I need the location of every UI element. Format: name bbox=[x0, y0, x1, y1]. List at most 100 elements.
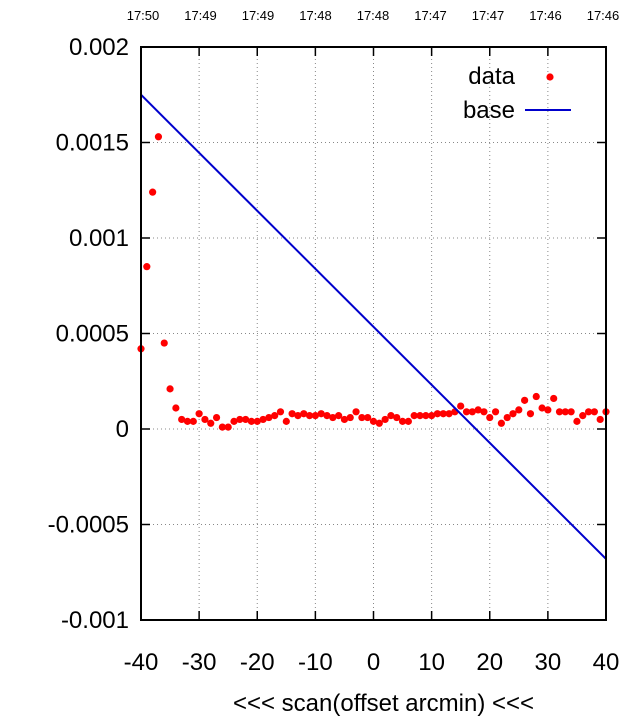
data-point bbox=[288, 410, 296, 418]
data-point bbox=[404, 417, 412, 425]
data-point bbox=[329, 413, 337, 422]
data-point bbox=[160, 339, 168, 347]
data-point bbox=[305, 412, 314, 420]
data-point bbox=[468, 408, 476, 416]
data-point bbox=[497, 419, 505, 427]
data-point bbox=[311, 412, 319, 420]
data-point bbox=[416, 412, 424, 420]
data-point bbox=[393, 413, 401, 422]
x-tick-label: -10 bbox=[298, 649, 333, 676]
data-point bbox=[555, 408, 564, 416]
data-point bbox=[503, 413, 511, 422]
x-axis-title: <<< scan(offset arcmin) <<< bbox=[233, 690, 534, 717]
y-tick-labels: -0.001 -0.0005 0 0.0005 0.001 0.0015 0.002 bbox=[48, 34, 129, 634]
data-point bbox=[428, 412, 436, 420]
data-point bbox=[335, 412, 343, 420]
data-point bbox=[579, 412, 587, 420]
x-tick-label: 30 bbox=[535, 649, 562, 676]
data-point bbox=[346, 413, 354, 422]
data-point bbox=[189, 417, 197, 425]
data-point bbox=[212, 413, 221, 422]
data-point bbox=[166, 385, 174, 393]
x-tick-label: -40 bbox=[124, 649, 159, 676]
top-axis-time-labels: 17:50 17:49 17:49 17:48 17:48 17:47 17:47 17:46… bbox=[127, 8, 620, 23]
data-point bbox=[590, 408, 598, 416]
data-point bbox=[317, 410, 325, 418]
data-point bbox=[550, 394, 558, 403]
data-point bbox=[491, 408, 500, 416]
top-time-label: 17:47 bbox=[414, 8, 447, 23]
data-point bbox=[195, 410, 203, 418]
top-time-label: 17:46 bbox=[529, 8, 562, 23]
data-point bbox=[410, 412, 418, 420]
data-point bbox=[422, 412, 430, 420]
data-point bbox=[474, 406, 482, 414]
top-time-label: 17:48 bbox=[299, 8, 332, 23]
data-point bbox=[358, 413, 366, 422]
data-point bbox=[544, 406, 552, 414]
x-tick-label: 0 bbox=[367, 649, 380, 676]
data-point bbox=[224, 423, 232, 431]
data-point bbox=[282, 417, 290, 425]
data-point bbox=[573, 417, 581, 425]
data-point bbox=[567, 408, 575, 416]
data-point bbox=[439, 410, 447, 418]
data-point bbox=[387, 412, 395, 420]
data-point bbox=[172, 404, 180, 412]
data-point bbox=[462, 408, 471, 416]
data-point bbox=[323, 412, 331, 420]
data-point bbox=[230, 417, 238, 425]
legend-label-base: base bbox=[463, 97, 515, 124]
data-point bbox=[259, 415, 267, 424]
data-point bbox=[236, 415, 244, 424]
data-point bbox=[561, 408, 569, 416]
data-point bbox=[183, 417, 192, 425]
legend: data base bbox=[463, 63, 571, 124]
data-point bbox=[178, 415, 186, 424]
data-point bbox=[242, 415, 250, 424]
top-time-label: 17:49 bbox=[184, 8, 217, 23]
data-point bbox=[143, 263, 151, 271]
x-tick-label: 40 bbox=[593, 649, 620, 676]
data-point bbox=[364, 413, 372, 422]
top-time-label: 17:49 bbox=[242, 8, 275, 23]
x-tick-label: -30 bbox=[182, 649, 217, 676]
x-tick-labels: -40 -30 -20 -10 0 10 20 30 40 bbox=[124, 649, 620, 676]
data-point bbox=[154, 133, 163, 141]
top-time-label: 17:48 bbox=[357, 8, 390, 23]
top-time-label: 17:46 bbox=[587, 8, 620, 23]
data-point bbox=[526, 410, 535, 418]
series-line-base bbox=[141, 94, 606, 560]
x-tick-label: -20 bbox=[240, 649, 275, 676]
data-point bbox=[265, 413, 273, 422]
legend-marker-data bbox=[546, 73, 554, 81]
legend-label-data: data bbox=[468, 63, 515, 90]
data-point bbox=[201, 415, 209, 424]
y-tick-label: 0 bbox=[116, 416, 129, 443]
data-point bbox=[584, 408, 593, 416]
data-point bbox=[369, 417, 378, 425]
y-tick-label: 0.0015 bbox=[56, 130, 129, 157]
axis-ticks bbox=[140, 46, 607, 621]
data-point bbox=[149, 188, 157, 196]
data-point bbox=[538, 404, 546, 412]
data-point bbox=[207, 419, 215, 427]
data-point bbox=[294, 412, 302, 420]
data-point bbox=[352, 408, 360, 416]
data-point bbox=[247, 417, 256, 425]
data-point bbox=[381, 415, 389, 424]
y-tick-label: -0.0005 bbox=[48, 512, 129, 539]
data-point bbox=[515, 406, 523, 414]
top-time-label: 17:50 bbox=[127, 8, 160, 23]
data-point bbox=[457, 402, 465, 410]
y-tick-label: 0.001 bbox=[69, 225, 129, 252]
data-point bbox=[532, 392, 540, 401]
data-point bbox=[340, 415, 349, 424]
data-point bbox=[398, 417, 407, 425]
series-layer bbox=[137, 94, 610, 560]
grid-lines bbox=[141, 47, 606, 620]
data-point bbox=[445, 410, 453, 418]
data-point bbox=[218, 423, 226, 431]
data-point bbox=[433, 410, 442, 418]
data-point bbox=[521, 396, 529, 404]
